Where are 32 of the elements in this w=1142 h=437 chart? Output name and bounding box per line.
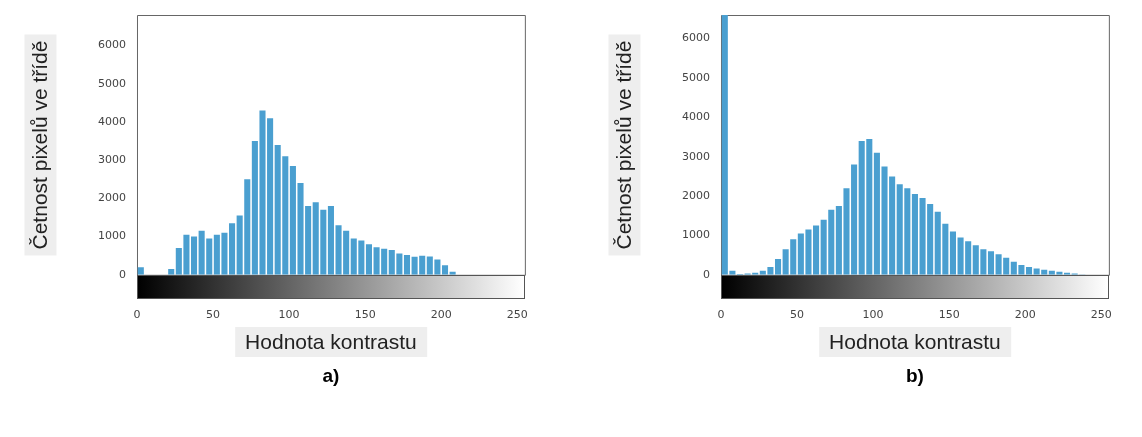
y-axis-title: Četnost pixelů ve třídě bbox=[607, 34, 640, 256]
x-axis-title: Hodnota kontrastu bbox=[819, 326, 1011, 357]
y-tick-label: 0 bbox=[702, 267, 710, 281]
y-tick-label: 2000 bbox=[97, 191, 126, 205]
y-tick-label: 4000 bbox=[681, 110, 710, 124]
y-axis-title: Četnost pixelů ve třídě bbox=[23, 34, 56, 256]
x-tick-label: 50 bbox=[206, 308, 221, 322]
x-tick-label: 50 bbox=[790, 308, 805, 322]
x-tick-label: 200 bbox=[1014, 308, 1036, 322]
y-tick-label: 6000 bbox=[681, 31, 710, 45]
y-tick-label: 6000 bbox=[97, 38, 126, 52]
x-tick-label: 250 bbox=[1090, 308, 1112, 322]
y-tick-label: 1000 bbox=[681, 228, 710, 242]
text: b) bbox=[905, 364, 924, 387]
x-axis-title: Hodnota kontrastu bbox=[235, 326, 427, 357]
x-tick-label: 100 bbox=[862, 308, 884, 322]
y-tick-label: 1000 bbox=[97, 229, 126, 243]
y-tick-label: 0 bbox=[118, 267, 126, 281]
text: a) bbox=[322, 364, 340, 387]
y-tick-label: 5000 bbox=[97, 76, 126, 90]
x-tick-label: 0 bbox=[133, 308, 141, 322]
y-tick-label: 5000 bbox=[681, 70, 710, 84]
x-tick-label: 150 bbox=[354, 308, 376, 322]
y-tick-label: 3000 bbox=[97, 153, 126, 167]
y-tick-label: 4000 bbox=[97, 114, 126, 128]
x-tick-label: 150 bbox=[938, 308, 960, 322]
x-tick-label: 250 bbox=[506, 308, 528, 322]
x-tick-label: 200 bbox=[430, 308, 452, 322]
y-tick-label: 2000 bbox=[681, 188, 710, 202]
x-tick-label: 100 bbox=[278, 308, 300, 322]
y-tick-label: 3000 bbox=[681, 149, 710, 163]
x-tick-label: 0 bbox=[717, 308, 725, 322]
